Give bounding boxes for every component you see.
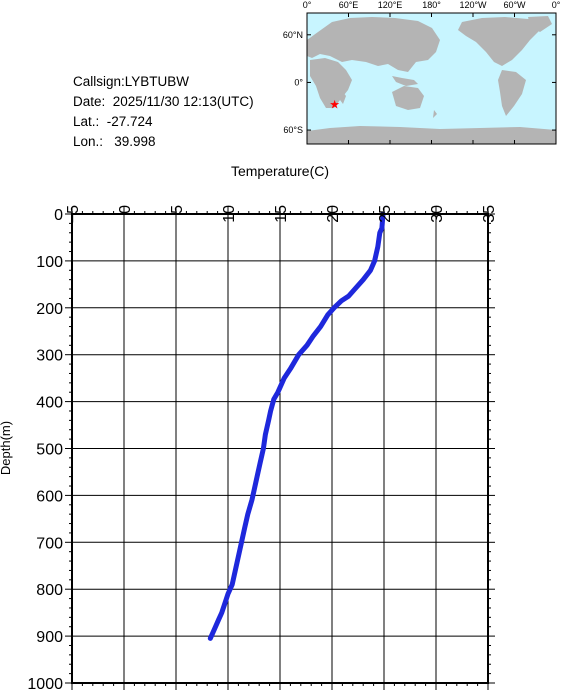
map-lon-label: 180° — [422, 0, 441, 10]
x-tick-label: 15 — [273, 205, 290, 223]
y-tick-label: 400 — [36, 395, 63, 412]
x-tick-label: 10 — [221, 205, 238, 223]
x-tick-label: 20 — [325, 205, 342, 223]
location-map: 0° 60°E 120°E 180° 120°W 60°W 0° 60°N 0° 60°S ★ — [283, 0, 561, 145]
map-labels: 0° 60°E 120°E 180° 120°W 60°W 0° 60°N 0° 60°S — [283, 0, 561, 135]
land-australia — [392, 86, 424, 110]
x-tick-label: 35 — [481, 205, 498, 223]
lon-label: Lon.: 39.998 — [73, 134, 156, 149]
y-tick-label: 300 — [36, 348, 63, 365]
x-axis-label: Temperature(C) — [231, 163, 329, 179]
y-tick-label: 600 — [36, 488, 63, 505]
map-lat-label: 60°S — [283, 125, 303, 135]
y-tick-labels: 0 100 200 300 400 500 600 700 800 900 1000 — [27, 207, 63, 690]
temperature-profile-line — [207, 211, 386, 641]
y-tick-label: 800 — [36, 582, 63, 599]
x-tick-labels: −5 0 5 10 15 20 25 30 35 — [65, 205, 498, 223]
temperature-profile-chart: −5 0 5 10 15 20 25 30 35 01002003004005006007008… — [0, 163, 498, 690]
map-ticks — [306, 13, 557, 144]
float-position-marker: ★ — [329, 97, 340, 111]
map-lon-label: 0° — [552, 0, 561, 10]
callsign-label: Callsign:LYBTUBW — [73, 74, 190, 89]
land-new-zealand — [433, 110, 437, 118]
x-tick-label: 0 — [117, 205, 134, 214]
y-tick-label: 1000 — [27, 676, 63, 690]
land-africa — [310, 58, 352, 108]
float-info: Callsign:LYBTUBW Date: 2025/11/30 12:13(… — [73, 72, 254, 152]
land-indonesia — [392, 76, 418, 86]
y-tick-label: 0 — [54, 207, 63, 224]
x-tick-label: 30 — [429, 205, 446, 223]
lat-label: Lat.: -27.724 — [73, 114, 153, 129]
date-label: Date: 2025/11/30 12:13(UTC) — [73, 94, 254, 109]
land-madagascar — [340, 92, 346, 104]
y-tick-label: 200 — [36, 301, 63, 318]
x-tick-label: 5 — [169, 205, 186, 214]
y-tick-label: 500 — [36, 442, 63, 459]
y-tick-label: 100 — [36, 254, 63, 271]
land-eurasia — [307, 17, 440, 72]
y-axis-label: Depth(m) — [0, 421, 13, 475]
chart-frame — [71, 213, 489, 684]
x-tick-label: 25 — [377, 205, 394, 223]
land-south-america — [498, 70, 526, 116]
land-greenland — [528, 16, 552, 32]
map-lon-label: 120°E — [378, 0, 403, 10]
map-lon-label: 120°W — [459, 0, 487, 10]
chart-grid — [65, 207, 495, 690]
land-north-america — [458, 17, 548, 66]
land-antarctica — [307, 126, 556, 144]
x-tick-label: −5 — [65, 205, 82, 223]
map-lon-label: 60°W — [503, 0, 526, 10]
map-lon-label: 0° — [303, 0, 312, 10]
map-lat-label: 60°N — [283, 30, 303, 40]
y-tick-label: 700 — [36, 535, 63, 552]
y-tick-label: 900 — [36, 629, 63, 646]
map-land — [307, 16, 556, 144]
map-lat-label: 0° — [294, 77, 303, 87]
map-lon-label: 60°E — [339, 0, 359, 10]
float-position-star: ★ — [329, 97, 340, 111]
